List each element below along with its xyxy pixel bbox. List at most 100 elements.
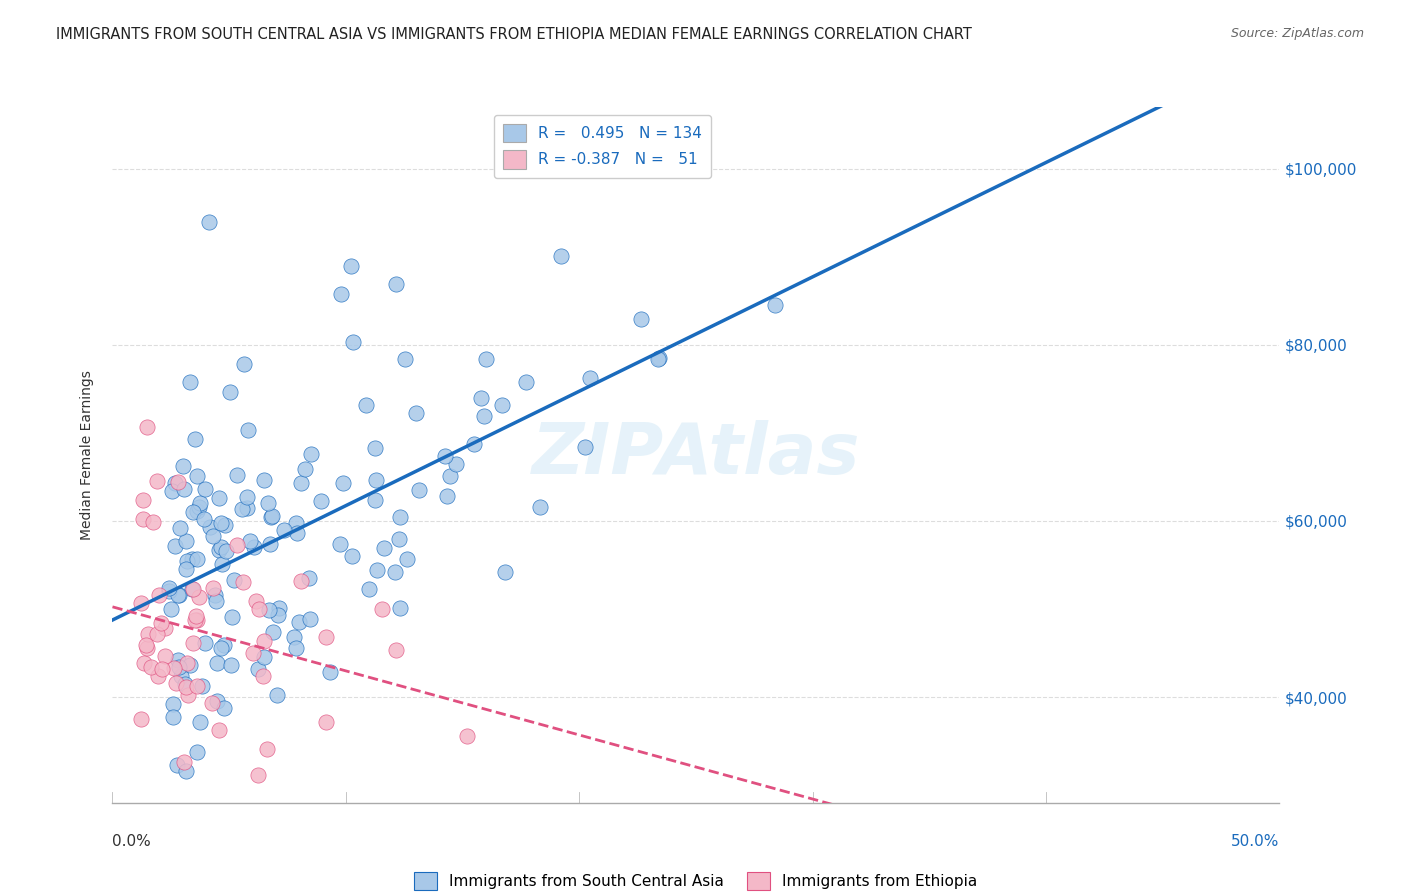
- Point: [299, 612, 322, 626]
- Point: [219, 385, 242, 400]
- Point: [148, 588, 170, 602]
- Point: [290, 475, 312, 490]
- Point: [184, 613, 207, 627]
- Point: [273, 523, 295, 537]
- Point: [396, 552, 419, 566]
- Point: [165, 676, 187, 690]
- Point: [231, 501, 253, 516]
- Point: [186, 468, 208, 483]
- Point: [319, 665, 342, 679]
- Point: [136, 419, 159, 434]
- Point: [169, 659, 191, 673]
- Point: [439, 469, 461, 483]
- Point: [232, 575, 254, 590]
- Point: [209, 541, 232, 555]
- Point: [194, 483, 217, 497]
- Point: [155, 621, 177, 635]
- Point: [205, 694, 228, 708]
- Point: [176, 657, 198, 671]
- Point: [298, 571, 321, 585]
- Point: [163, 476, 186, 491]
- Point: [160, 602, 183, 616]
- Point: [176, 554, 198, 568]
- Point: [242, 541, 264, 555]
- Point: [394, 352, 416, 367]
- Point: [529, 500, 551, 514]
- Point: [162, 710, 184, 724]
- Point: [225, 538, 247, 552]
- Point: [765, 298, 787, 312]
- Point: [262, 508, 284, 523]
- Point: [436, 489, 458, 503]
- Point: [167, 653, 190, 667]
- Point: [364, 473, 387, 487]
- Point: [574, 440, 596, 454]
- Point: [163, 661, 186, 675]
- Point: [245, 594, 267, 608]
- Point: [141, 660, 163, 674]
- Point: [371, 601, 394, 615]
- Point: [186, 552, 208, 566]
- Point: [219, 657, 242, 672]
- Point: [187, 591, 209, 605]
- Point: [456, 729, 478, 743]
- Point: [373, 541, 395, 555]
- Point: [209, 641, 232, 656]
- Point: [132, 493, 155, 508]
- Point: [262, 625, 284, 640]
- Point: [173, 677, 195, 691]
- Point: [579, 370, 602, 384]
- Point: [146, 668, 169, 682]
- Point: [205, 656, 228, 670]
- Point: [159, 581, 181, 595]
- Point: [259, 536, 281, 550]
- Point: [294, 462, 316, 476]
- Point: [433, 449, 456, 463]
- Point: [207, 723, 229, 737]
- Point: [290, 574, 312, 588]
- Point: [470, 391, 492, 405]
- Point: [648, 351, 671, 365]
- Text: Source: ZipAtlas.com: Source: ZipAtlas.com: [1230, 27, 1364, 40]
- Point: [162, 697, 184, 711]
- Point: [142, 515, 165, 529]
- Point: [253, 634, 276, 648]
- Point: [550, 249, 572, 263]
- Point: [174, 680, 197, 694]
- Point: [239, 534, 262, 549]
- Point: [226, 467, 249, 482]
- Point: [201, 696, 224, 710]
- Point: [204, 589, 226, 603]
- Point: [253, 650, 276, 665]
- Point: [340, 549, 363, 564]
- Point: [160, 484, 183, 499]
- Point: [235, 501, 257, 516]
- Point: [188, 496, 211, 510]
- Point: [364, 441, 387, 455]
- Point: [211, 557, 233, 571]
- Point: [176, 562, 198, 576]
- Point: [136, 640, 159, 655]
- Point: [212, 701, 235, 715]
- Point: [472, 409, 495, 423]
- Point: [129, 712, 152, 726]
- Point: [257, 603, 280, 617]
- Point: [515, 375, 537, 389]
- Point: [340, 259, 363, 273]
- Point: [647, 352, 669, 367]
- Point: [146, 626, 169, 640]
- Point: [267, 608, 290, 623]
- Point: [172, 459, 194, 474]
- Point: [283, 630, 305, 644]
- Point: [179, 658, 201, 673]
- Point: [208, 491, 231, 506]
- Point: [246, 767, 269, 781]
- Point: [179, 376, 201, 390]
- Point: [186, 504, 208, 518]
- Point: [212, 638, 235, 652]
- Point: [364, 493, 387, 508]
- Point: [285, 641, 308, 656]
- Point: [181, 582, 204, 597]
- Point: [170, 669, 193, 683]
- Text: ZIPAtlas: ZIPAtlas: [531, 420, 860, 490]
